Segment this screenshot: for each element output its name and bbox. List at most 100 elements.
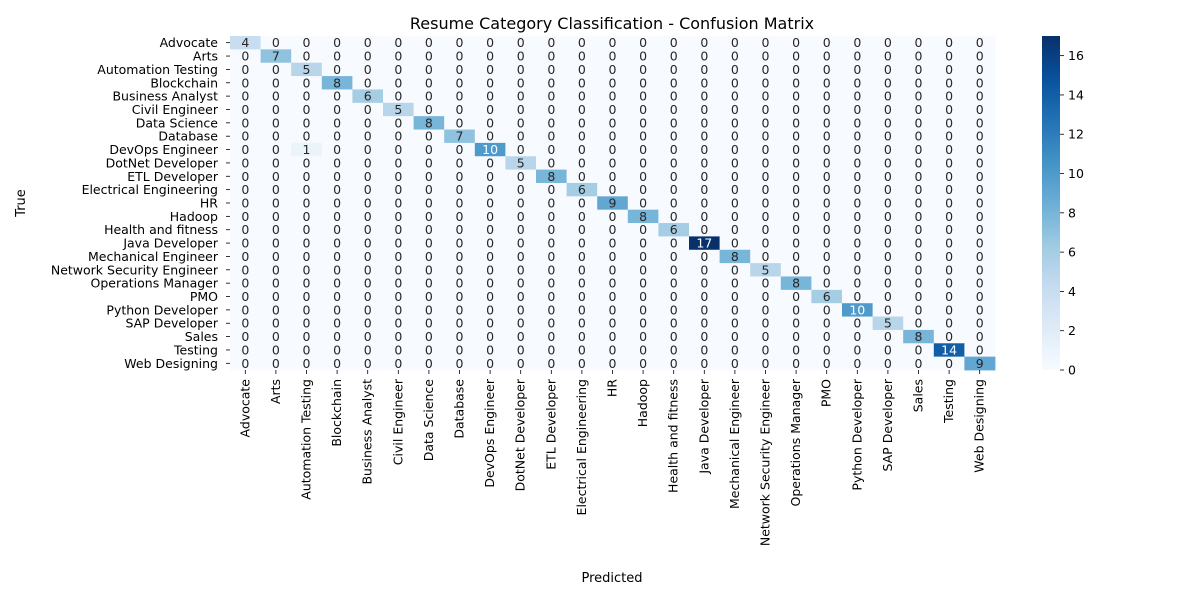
heatmap-cell — [964, 356, 996, 371]
cell-value-label: 0 — [884, 129, 892, 144]
heatmap-cell — [352, 116, 384, 130]
heatmap-cell — [413, 209, 445, 224]
cell-value-label: 0 — [578, 276, 586, 291]
heatmap-cell — [505, 276, 537, 291]
cell-value-label: 0 — [823, 49, 831, 64]
heatmap-cell — [291, 169, 323, 184]
heatmap-cell — [872, 182, 904, 197]
heatmap-cell — [780, 89, 812, 104]
y-tick-label: Python Developer — [106, 302, 218, 317]
heatmap-cell — [627, 76, 659, 90]
heatmap-cell — [413, 263, 445, 277]
cell-value-label: 0 — [762, 329, 770, 344]
cell-value-label: 0 — [486, 182, 494, 197]
cell-value-label: 0 — [884, 249, 892, 264]
heatmap-cell — [750, 142, 782, 157]
cell-value-label: 0 — [762, 35, 770, 50]
heatmap-cell — [505, 62, 537, 77]
cell-value-label: 0 — [853, 89, 861, 104]
heatmap-cell — [780, 36, 812, 50]
cell-value-label: 0 — [456, 182, 464, 197]
cell-value-label: 0 — [333, 196, 341, 211]
cell-value-label: 0 — [303, 89, 311, 104]
heatmap-cell — [230, 49, 261, 64]
cell-value-label: 0 — [364, 222, 372, 237]
cell-value-label: 0 — [945, 249, 953, 264]
heatmap-cell — [260, 356, 292, 371]
heatmap-cell — [627, 142, 659, 157]
cell-value-label: 0 — [792, 49, 800, 64]
cell-value-label: 0 — [272, 35, 280, 50]
cell-value-label: 0 — [547, 49, 555, 64]
cell-value-label: 0 — [303, 115, 311, 130]
cell-value-label: 0 — [486, 249, 494, 264]
cell-value-label: 0 — [578, 49, 586, 64]
cell-value-label: 0 — [364, 329, 372, 344]
cell-value-label: 0 — [303, 302, 311, 317]
cell-value-label: 0 — [853, 222, 861, 237]
heatmap-cell — [321, 209, 353, 224]
cell-value-label: 0 — [364, 196, 372, 211]
cell-value-label: 0 — [609, 102, 617, 117]
heatmap-cell — [474, 116, 506, 130]
heatmap-cell — [811, 289, 843, 304]
heatmap-cell — [413, 236, 445, 251]
heatmap-cell — [627, 316, 659, 331]
cell-value-label: 0 — [945, 209, 953, 224]
heatmap-cell — [597, 182, 629, 197]
heatmap-cell — [444, 236, 476, 251]
heatmap-cell — [964, 156, 996, 170]
heatmap-cell — [566, 36, 598, 50]
cell-value-label: 0 — [272, 302, 280, 317]
cell-value-label: 0 — [394, 329, 402, 344]
cell-value-label: 0 — [792, 196, 800, 211]
cell-value-label: 0 — [547, 75, 555, 90]
cell-value-label: 0 — [792, 142, 800, 157]
cell-value-label: 0 — [945, 115, 953, 130]
heatmap-cell — [474, 62, 506, 77]
y-tick-label: Database — [158, 129, 218, 144]
heatmap-cell — [903, 196, 935, 211]
heatmap-cell — [811, 356, 843, 371]
heatmap-cell — [505, 169, 537, 184]
heatmap-cell — [383, 236, 414, 251]
cell-value-label: 0 — [884, 75, 892, 90]
cell-value-label: 0 — [517, 356, 525, 371]
heatmap-cell — [383, 196, 414, 211]
heatmap-cell — [474, 89, 506, 104]
heatmap-cell — [903, 303, 935, 317]
cell-value-label: 0 — [547, 316, 555, 331]
heatmap-cell — [658, 249, 690, 264]
cell-value-label: 0 — [915, 155, 923, 170]
heatmap-cell — [964, 249, 996, 264]
cell-value-label: 0 — [823, 182, 831, 197]
cell-value-label: 0 — [884, 276, 892, 291]
cell-value-label: 0 — [700, 182, 708, 197]
heatmap-cell — [413, 316, 445, 331]
heatmap-cell — [811, 169, 843, 184]
heatmap-cell — [413, 49, 445, 64]
cell-value-label: 0 — [945, 236, 953, 251]
x-tick-label: Web Designing — [972, 379, 987, 473]
cell-value-label: 0 — [609, 262, 617, 277]
heatmap-cell — [872, 102, 904, 117]
heatmap-cell — [474, 196, 506, 211]
cell-value-label: 0 — [700, 155, 708, 170]
heatmap-cell — [627, 89, 659, 104]
heatmap-cell — [872, 263, 904, 277]
heatmap-cell — [260, 102, 292, 117]
heatmap-cell — [658, 263, 690, 277]
cell-value-label: 0 — [333, 209, 341, 224]
cell-value-label: 0 — [517, 102, 525, 117]
heatmap-cell — [842, 36, 873, 50]
heatmap-cell — [321, 116, 353, 130]
heatmap-cell — [597, 156, 629, 170]
cell-value-label: 0 — [609, 49, 617, 64]
cell-value-label: 0 — [609, 236, 617, 251]
heatmap-cell — [872, 249, 904, 264]
heatmap-cell — [383, 276, 414, 291]
cell-value-label: 0 — [700, 115, 708, 130]
cell-value-label: 0 — [394, 35, 402, 50]
cell-value-label: 0 — [700, 89, 708, 104]
cell-value-label: 0 — [394, 222, 402, 237]
